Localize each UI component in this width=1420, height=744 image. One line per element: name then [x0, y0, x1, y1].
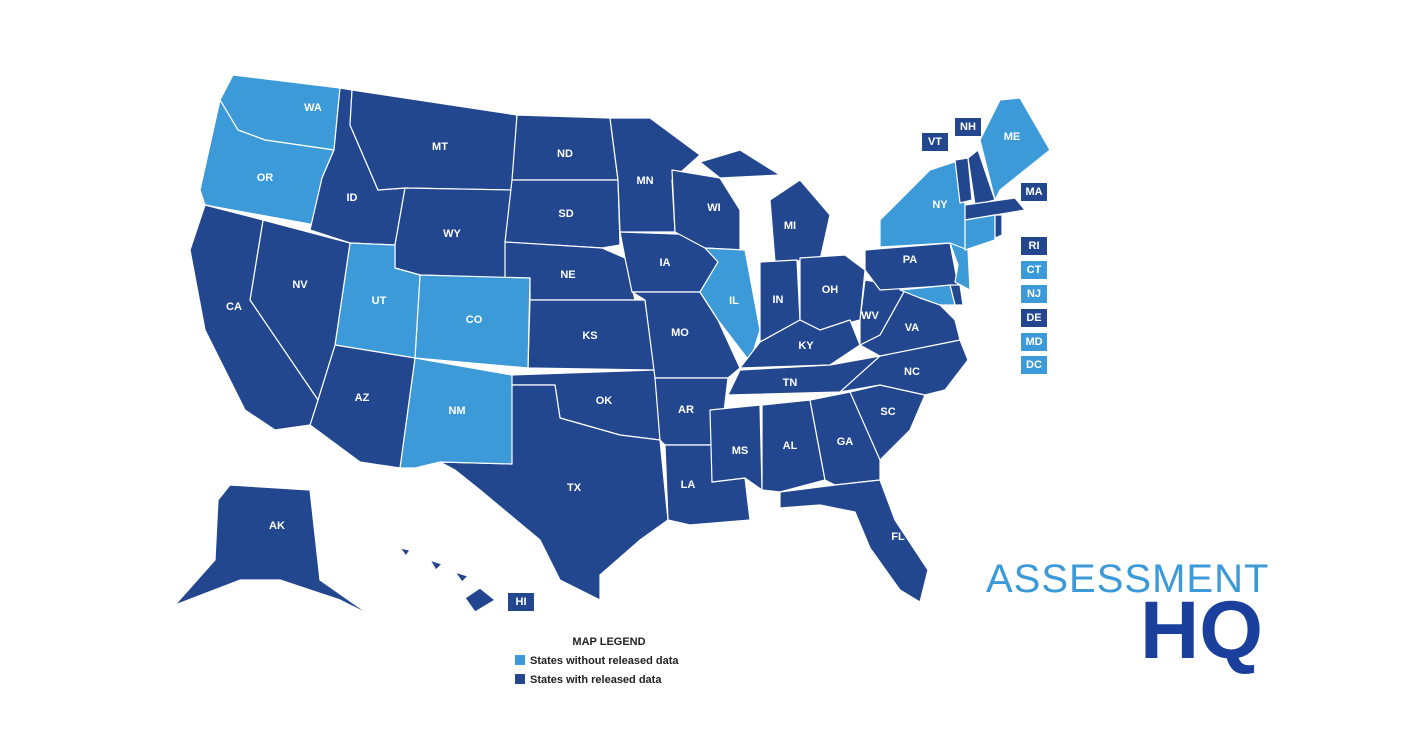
state-label: TN [783, 377, 798, 389]
state [454, 571, 469, 583]
state-label: LA [681, 479, 696, 491]
state-label: CA [226, 301, 242, 313]
state [439, 384, 669, 601]
state-callout [1021, 183, 1047, 201]
state-label: MI [784, 220, 796, 232]
state [994, 214, 1003, 239]
state-label: MT [432, 141, 448, 153]
state [964, 214, 996, 251]
state-label: VT [928, 136, 942, 148]
state-label: RI [1029, 240, 1040, 252]
state-label: OR [257, 172, 274, 184]
state-label: NY [932, 199, 948, 211]
state-label: MD [1025, 336, 1042, 348]
state-label: MS [732, 445, 749, 457]
state-callout [955, 118, 981, 136]
state [954, 157, 973, 204]
state-label: AK [269, 520, 285, 532]
logo-line2: HQ [1140, 585, 1263, 676]
state-callout [922, 133, 948, 151]
state [964, 197, 1026, 221]
state-label: IA [660, 257, 671, 269]
state-label: SC [880, 406, 895, 418]
state-label: GA [837, 436, 854, 448]
states [174, 74, 1051, 616]
state-label: WA [304, 102, 322, 114]
state-label: HI [516, 596, 527, 608]
state-label: MN [636, 175, 653, 187]
state-label: PA [903, 254, 918, 266]
state-label: AL [783, 440, 798, 452]
state-label: AR [678, 404, 694, 416]
state-label: WI [707, 202, 720, 214]
state-label: IL [729, 295, 739, 307]
state-labels: WA OR ID MT WY ND SD NE KS OK TX NM CO UT AZ NV CA MN IA MO… [226, 102, 1047, 611]
state [709, 404, 763, 491]
state-label: OK [596, 395, 613, 407]
state-callout [1021, 356, 1047, 374]
state-label: ME [1004, 131, 1021, 143]
legend-swatch [515, 655, 525, 665]
state [504, 179, 621, 249]
state-label: ID [347, 192, 358, 204]
state [769, 179, 831, 263]
legend-label: States with released data [530, 674, 662, 686]
state [779, 479, 929, 603]
state-label: OH [822, 284, 839, 296]
state-callout [1021, 309, 1047, 327]
state [174, 484, 371, 616]
state-callout [1021, 333, 1047, 351]
state-callout [1021, 237, 1047, 255]
state [879, 159, 966, 251]
state [189, 204, 319, 431]
state-label: NE [560, 269, 575, 281]
state-label: KS [582, 330, 597, 342]
logo-line1: ASSESSMENT [986, 557, 1269, 601]
state [699, 247, 761, 363]
state [739, 319, 861, 369]
state-label: TX [567, 482, 582, 494]
state-label: MA [1025, 186, 1042, 198]
legend-label: States without released data [530, 655, 679, 667]
state-label: IN [773, 294, 784, 306]
state-label: CO [466, 314, 483, 326]
state-label: FL [891, 531, 905, 543]
state [899, 284, 956, 306]
state [464, 587, 496, 613]
state-label: NV [292, 279, 308, 291]
state-label: AZ [355, 392, 370, 404]
state-label: NJ [1027, 288, 1041, 300]
state-label: DC [1026, 359, 1042, 371]
state-label: MO [671, 327, 689, 339]
state [864, 242, 959, 291]
state-label: VA [905, 322, 920, 334]
state [699, 149, 781, 179]
state-label: NM [448, 405, 465, 417]
state-label: NH [960, 121, 976, 133]
legend-title: MAP LEGEND [572, 636, 645, 648]
state [761, 399, 826, 493]
state-label: CT [1027, 264, 1042, 276]
state-label: ND [557, 148, 573, 160]
state-callout [508, 593, 534, 611]
state-label: KY [798, 340, 814, 352]
state-callout [1021, 285, 1047, 303]
state [429, 559, 443, 571]
state-label: SD [558, 208, 573, 220]
state-label: NC [904, 366, 920, 378]
state-label: WV [861, 310, 879, 322]
state [979, 97, 1051, 201]
state-label: UT [372, 295, 387, 307]
state-label: WY [443, 228, 461, 240]
state-callout [1021, 261, 1047, 279]
state [399, 547, 411, 557]
state-label: DE [1026, 312, 1041, 324]
legend-swatch [515, 674, 525, 684]
